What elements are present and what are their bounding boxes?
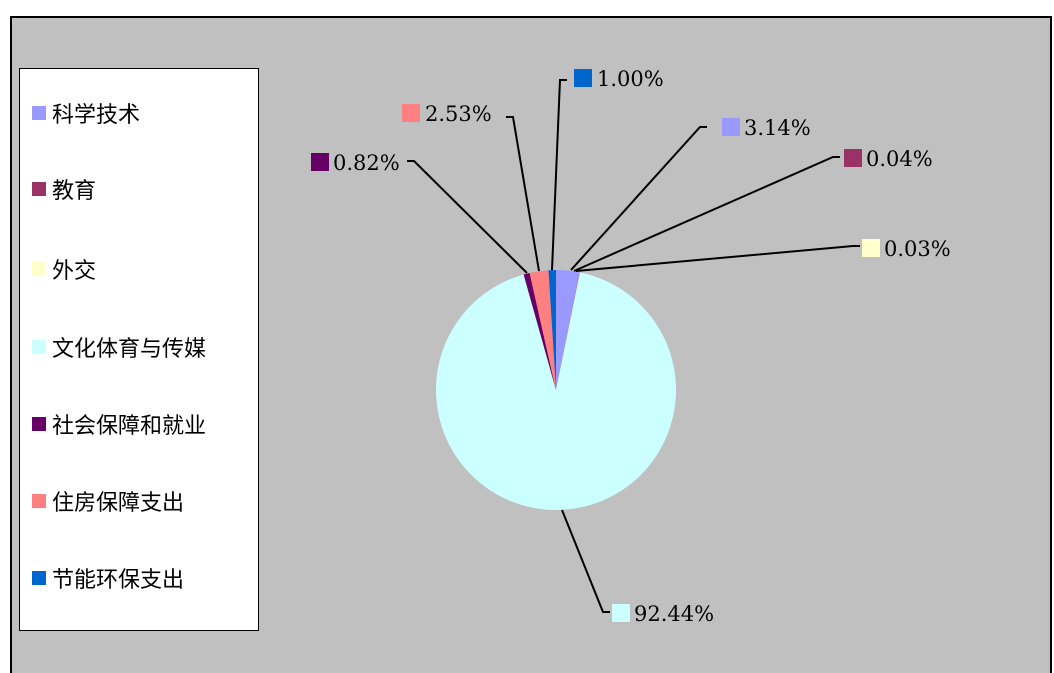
legend-label: 社会保障和就业 xyxy=(52,414,207,439)
data-label: 3.14% xyxy=(744,116,811,140)
legend-item: 科学技术 xyxy=(32,98,140,128)
pie-slice xyxy=(556,272,581,390)
leader-line xyxy=(551,79,567,271)
pie-slice xyxy=(556,270,580,390)
data-label: 92.44% xyxy=(634,602,714,626)
legend-item: 文化体育与传媒 xyxy=(32,332,206,362)
pie-slice xyxy=(523,272,556,390)
legend-swatch xyxy=(32,494,46,508)
data-label: 2.53% xyxy=(425,102,492,126)
leader-line xyxy=(575,245,860,272)
data-label-swatch xyxy=(574,69,592,87)
data-label-swatch xyxy=(612,604,630,622)
legend-label: 节能环保支出 xyxy=(52,568,185,593)
pie-slice xyxy=(529,270,556,390)
chart-legend: 科学技术教育外交文化体育与传媒 社会保障和就业 住房保障支出 节能环保支出 xyxy=(19,68,259,631)
data-label-swatch xyxy=(402,104,420,122)
leader-line xyxy=(570,126,707,271)
legend-label: 教育 xyxy=(52,179,97,204)
legend-swatch xyxy=(32,571,46,585)
legend-swatch xyxy=(32,417,46,431)
data-label-swatch xyxy=(722,118,740,136)
leader-line xyxy=(407,160,528,274)
leader-line xyxy=(561,509,610,613)
data-label-swatch xyxy=(844,149,862,167)
legend-swatch xyxy=(32,340,46,354)
pie-slice xyxy=(436,272,676,511)
legend-label: 科学技术 xyxy=(52,103,141,128)
legend-label: 住房保障支出 xyxy=(52,491,185,516)
legend-item: 节能环保支出 xyxy=(32,563,184,593)
legend-swatch xyxy=(32,106,46,120)
legend-label: 外交 xyxy=(52,259,97,284)
legend-swatch xyxy=(32,262,46,276)
data-label: 0.82% xyxy=(333,151,400,175)
legend-label: 文化体育与传媒 xyxy=(52,337,207,362)
data-label: 0.04% xyxy=(866,147,933,171)
pie-slice xyxy=(556,272,580,390)
legend-item: 外交 xyxy=(32,254,96,284)
legend-item: 社会保障和就业 xyxy=(32,409,206,439)
data-label-swatch xyxy=(311,153,329,171)
data-label: 1.00% xyxy=(597,67,664,91)
data-label-swatch xyxy=(862,239,880,257)
data-label: 0.03% xyxy=(884,237,951,261)
leader-line xyxy=(506,116,540,272)
legend-swatch xyxy=(32,182,46,196)
leader-line xyxy=(573,156,840,272)
pie-slice xyxy=(548,270,556,390)
legend-item: 住房保障支出 xyxy=(32,486,184,516)
legend-item: 教育 xyxy=(32,174,96,204)
